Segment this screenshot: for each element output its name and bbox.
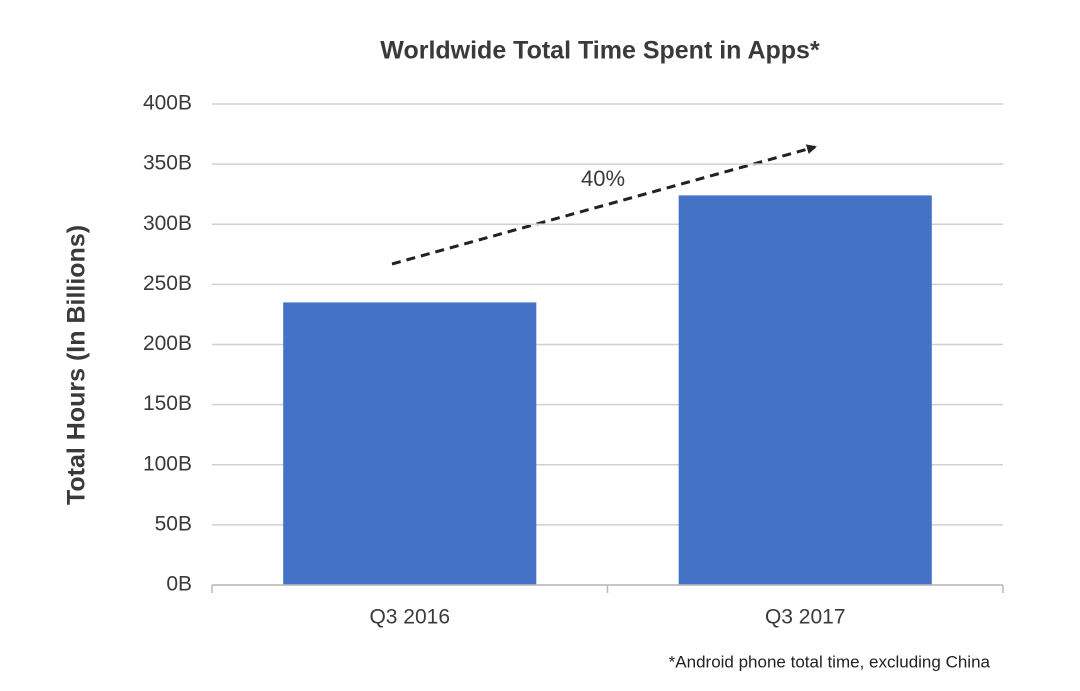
footnote: *Android phone total time, excluding Chi… — [669, 652, 991, 671]
trend-arrow — [391, 144, 817, 266]
bar — [678, 195, 932, 585]
y-tick-label: 250B — [143, 272, 192, 295]
y-tick-label: 400B — [143, 92, 192, 115]
chart-title: Worldwide Total Time Spent in Apps* — [380, 37, 820, 65]
y-tick-label: 300B — [143, 212, 192, 235]
bar — [283, 302, 537, 585]
y-tick-label: 0B — [166, 573, 192, 596]
y-tick-label: 200B — [143, 332, 192, 355]
x-tick-label: Q3 2017 — [765, 606, 846, 629]
annotation: 40% — [581, 166, 625, 191]
y-tick-label: 50B — [155, 512, 192, 535]
x-tick-label: Q3 2016 — [369, 606, 450, 629]
y-tick-label: 150B — [143, 392, 192, 415]
y-axis-label: Total Hours (In Billions) — [63, 225, 91, 505]
y-tick-label: 100B — [143, 452, 192, 475]
y-tick-label: 350B — [143, 152, 192, 175]
